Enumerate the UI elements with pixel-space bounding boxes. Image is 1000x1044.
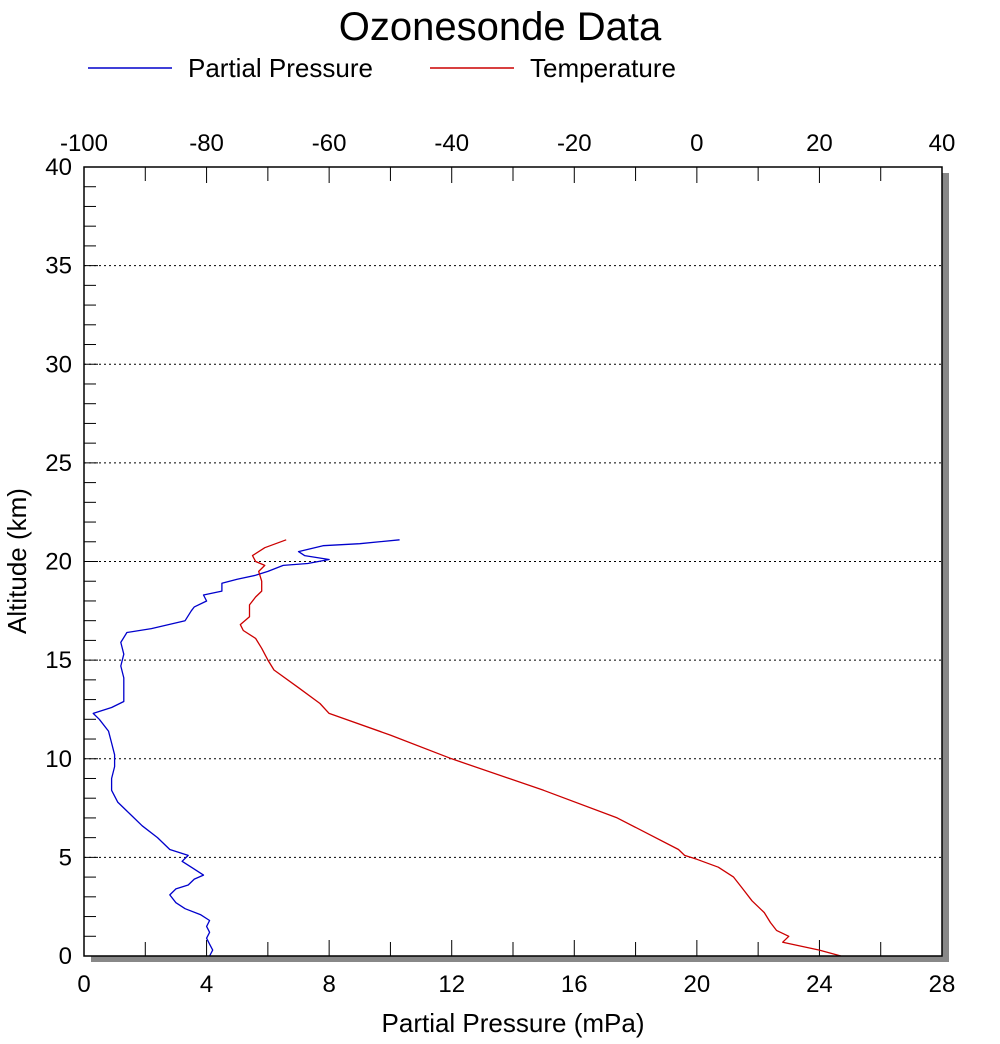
y-tick-label: 35 bbox=[45, 253, 72, 280]
x-bottom-tick-label: 0 bbox=[77, 971, 90, 998]
x-bottom-tick-label: 16 bbox=[561, 971, 588, 998]
legend: Partial Pressure Temperature bbox=[88, 53, 676, 83]
plot-frame bbox=[83, 166, 943, 957]
legend-label-temperature: Temperature bbox=[530, 53, 676, 83]
plot-area bbox=[84, 167, 942, 956]
x-bottom-tick-label: 20 bbox=[684, 971, 711, 998]
x-top-tick-label: 0 bbox=[690, 130, 703, 157]
x-axis-title: Partial Pressure (mPa) bbox=[382, 1008, 645, 1038]
x-bottom-tick-label: 8 bbox=[322, 971, 335, 998]
y-tick-label: 5 bbox=[59, 844, 72, 871]
x-bottom-tick-label: 12 bbox=[438, 971, 465, 998]
series-line-temperature bbox=[239, 539, 842, 957]
x-top-tick-label: 20 bbox=[806, 130, 833, 157]
y-axis-title: Altitude (km) bbox=[2, 488, 32, 634]
x-top-tick-label: -80 bbox=[189, 130, 224, 157]
x-top-tick-label: -40 bbox=[434, 130, 469, 157]
tick-labels: 0 5 10 15 20 25 30 35 40 0 4 8 12 16 20 24 28 -100 -80 -60 -… bbox=[45, 130, 955, 998]
y-tick-label: 10 bbox=[45, 746, 72, 773]
y-tick-label: 40 bbox=[45, 154, 72, 181]
x-bottom-tick-label: 28 bbox=[929, 971, 956, 998]
grid bbox=[84, 265, 942, 858]
y-tick-label: 15 bbox=[45, 647, 72, 674]
chart-title: Ozonesonde Data bbox=[339, 5, 662, 49]
ticks bbox=[83, 166, 943, 957]
y-tick-label: 0 bbox=[59, 943, 72, 970]
series bbox=[92, 539, 842, 957]
y-tick-label: 30 bbox=[45, 351, 72, 378]
y-tick-label: 25 bbox=[45, 450, 72, 477]
legend-label-partial-pressure: Partial Pressure bbox=[188, 53, 373, 83]
x-top-tick-label: -20 bbox=[557, 130, 592, 157]
x-top-tick-label: 40 bbox=[929, 130, 956, 157]
y-tick-label: 20 bbox=[45, 549, 72, 576]
x-bottom-tick-label: 4 bbox=[200, 971, 213, 998]
x-top-tick-label: -60 bbox=[312, 130, 347, 157]
x-top-tick-label: -100 bbox=[60, 130, 108, 157]
series-line-partial-pressure bbox=[92, 539, 400, 957]
x-bottom-tick-label: 24 bbox=[806, 971, 833, 998]
